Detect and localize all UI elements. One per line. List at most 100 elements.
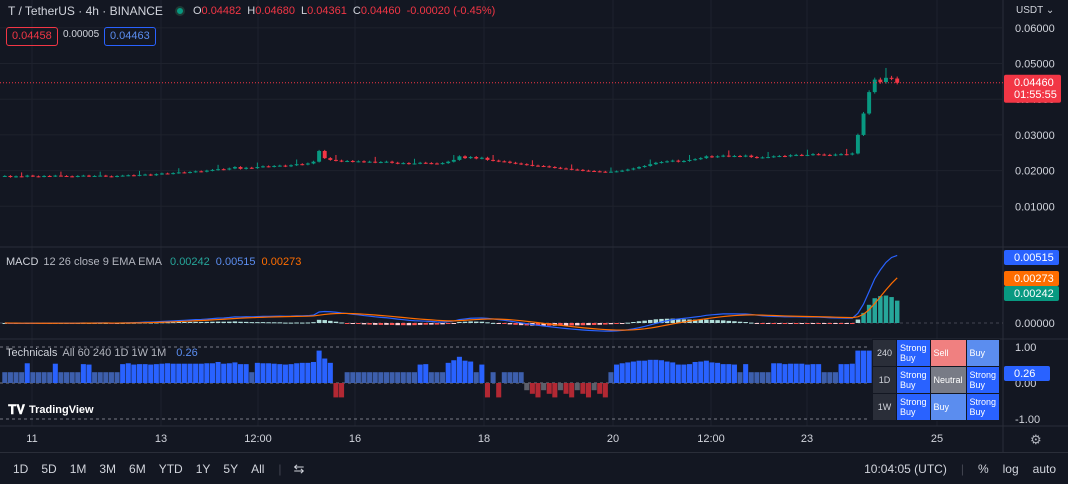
technicals-bar xyxy=(569,383,575,398)
technicals-bar xyxy=(277,364,283,383)
tradingview-logo[interactable]: 𝐓𝐕 TradingView xyxy=(8,402,94,418)
technicals-bar xyxy=(552,383,558,398)
macd-histogram-bar xyxy=(210,321,215,323)
timeframe-button-1m[interactable]: 1M xyxy=(69,461,87,476)
macd-histogram-bar xyxy=(608,323,614,325)
technicals-bar xyxy=(838,364,844,383)
macd-histogram-bar xyxy=(288,322,294,324)
symbol-title[interactable]: T / TetherUS · 4h · BINANCE xyxy=(8,4,163,18)
technicals-bar xyxy=(681,364,687,383)
technicals-title[interactable]: Technicals xyxy=(6,347,58,359)
divider: | xyxy=(278,461,282,476)
ohlc-low-label: L xyxy=(301,5,308,17)
timeframe-button-ytd[interactable]: YTD xyxy=(158,461,183,476)
percent-toggle[interactable]: % xyxy=(977,461,989,476)
candle-body xyxy=(547,166,552,168)
macd-title[interactable]: MACD xyxy=(6,256,39,268)
technicals-bar xyxy=(479,364,485,383)
macd-histogram-bar xyxy=(619,323,625,324)
ohlc-open-label: O xyxy=(192,5,202,17)
auto-toggle[interactable]: auto xyxy=(1032,461,1056,476)
macd-value-tag xyxy=(1004,250,1059,265)
candle-body xyxy=(2,175,7,177)
date-range-icon[interactable]: ⇆ xyxy=(293,460,305,476)
candle-body xyxy=(676,160,681,162)
macd-histogram-bar xyxy=(793,323,799,324)
technicals-bar xyxy=(799,363,805,383)
timeframe-button-3m[interactable]: 3M xyxy=(99,461,117,476)
candle-body xyxy=(754,157,759,159)
macd-histogram-bar xyxy=(558,323,563,326)
candle-body xyxy=(603,171,608,173)
candle-body xyxy=(704,156,709,159)
technicals-bar xyxy=(367,372,373,383)
technicals-bar xyxy=(136,364,143,383)
macd-histogram-bar xyxy=(580,323,586,326)
candle-body xyxy=(47,175,52,177)
clock-time[interactable]: 10:04:05 (UTC) xyxy=(864,461,947,476)
macd-histogram-bar xyxy=(720,320,726,323)
macd-histogram-bar xyxy=(350,323,356,324)
candle-body xyxy=(788,155,793,157)
timeframe-button-1d[interactable]: 1D xyxy=(13,461,29,476)
technicals-bar xyxy=(7,372,13,383)
macd-histogram-bar xyxy=(294,322,299,324)
macd-histogram-bar xyxy=(316,319,322,323)
candle-body xyxy=(300,164,305,166)
technicals-bar xyxy=(215,361,221,383)
candle-body xyxy=(827,154,832,156)
currency-selector[interactable]: USDT ⌄ xyxy=(1016,5,1054,16)
macd-histogram-bar xyxy=(670,318,675,323)
technicals-bar xyxy=(103,372,109,383)
macd-value-tag xyxy=(1004,271,1059,286)
timeframe-button-all[interactable]: All xyxy=(251,461,265,476)
macd-histogram-bar xyxy=(894,300,900,323)
candle-body xyxy=(210,169,215,171)
candle-body xyxy=(749,155,754,158)
candle-body xyxy=(771,156,776,158)
timeframe-button-5d[interactable]: 5D xyxy=(41,461,57,476)
technicals-bar xyxy=(221,363,227,383)
macd-histogram-bar xyxy=(221,321,226,323)
timeframe-button-5y[interactable]: 5Y xyxy=(223,461,239,476)
bid-price-button[interactable]: 0.04458 xyxy=(6,27,58,46)
macd-histogram-bar xyxy=(300,322,305,324)
gear-icon[interactable]: ⚙ xyxy=(1030,432,1042,447)
technicals-bar xyxy=(619,363,625,383)
macd-histogram-bar xyxy=(704,319,709,323)
macd-histogram-bar xyxy=(165,322,170,324)
macd-histogram-bar xyxy=(271,322,277,324)
candle-body xyxy=(569,168,574,170)
macd-histogram-bar xyxy=(698,319,704,323)
technicals-bar xyxy=(204,363,210,383)
macd-line-value: 0.00515 xyxy=(215,256,256,268)
technicals-bar xyxy=(125,363,131,383)
log-toggle[interactable]: log xyxy=(1002,461,1019,476)
candle-body xyxy=(715,156,720,158)
candle-body xyxy=(760,157,765,159)
ohlc-high: 0.04680 xyxy=(255,5,295,17)
candle-body xyxy=(255,167,260,169)
timeframe-button-1y[interactable]: 1Y xyxy=(195,461,211,476)
macd-histogram-bar xyxy=(844,323,849,324)
technicals-bar xyxy=(793,363,799,383)
candle-body xyxy=(272,165,277,167)
chart-header: T / TetherUS · 4h · BINANCE O 0.04482 H … xyxy=(8,4,495,18)
candle-body xyxy=(687,159,692,161)
macd-legend: MACD 12 26 close 9 EMA EMA 0.00242 0.005… xyxy=(6,256,301,268)
macd-value-tag-label: 0.00515 xyxy=(1014,252,1054,264)
timeframe-button-6m[interactable]: 6M xyxy=(129,461,146,476)
technicals-value-tag xyxy=(1004,366,1050,381)
technicals-bar xyxy=(591,383,597,391)
ask-price-button[interactable]: 0.04463 xyxy=(104,27,156,46)
macd-histogram-bar xyxy=(777,323,782,324)
candle-body xyxy=(103,175,108,177)
technicals-bar xyxy=(771,363,777,383)
candle-body xyxy=(25,175,30,177)
macd-histogram-bar xyxy=(283,322,288,324)
macd-histogram-bar xyxy=(389,323,395,325)
technicals-bar xyxy=(142,364,148,383)
technicals-bar xyxy=(64,372,70,383)
macd-histogram-bar xyxy=(361,323,367,325)
